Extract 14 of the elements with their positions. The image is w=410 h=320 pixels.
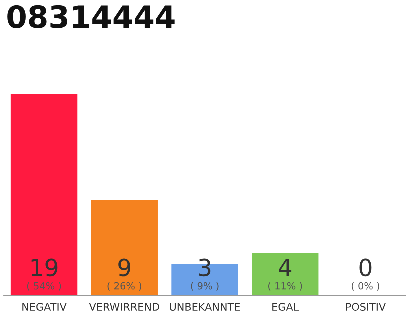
- data-label: 4 ( 11% ): [268, 259, 302, 291]
- x-tick-label: UNBEKANNTE: [170, 303, 240, 312]
- x-tick-label: VERWIRREND: [89, 303, 160, 311]
- bar: [91, 200, 158, 296]
- bar: [252, 254, 319, 296]
- x-tick-label: NEGATIV: [22, 303, 67, 312]
- chart-title: 08314444: [8, 5, 175, 28]
- bar: [10, 94, 78, 296]
- x-tick-label: EGAL: [272, 303, 300, 312]
- data-label: 3 ( 9% ): [191, 258, 219, 291]
- x-tick-label: POSITIV: [346, 303, 386, 312]
- data-label: 0 ( 0% ): [352, 258, 380, 291]
- data-label: 9 ( 26% ): [108, 258, 142, 291]
- data-label: 19 ( 54% ): [27, 258, 62, 291]
